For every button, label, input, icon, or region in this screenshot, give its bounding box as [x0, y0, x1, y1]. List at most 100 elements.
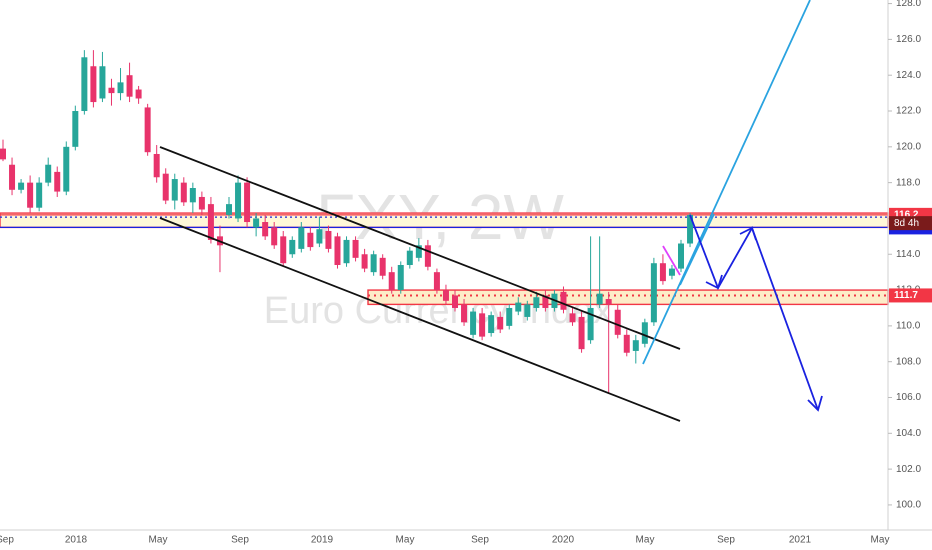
countdown-bg — [889, 216, 932, 231]
candles — [0, 50, 694, 394]
x-tick-label: Sep — [231, 535, 249, 546]
price-label: 111.7 — [894, 290, 918, 301]
candle-body — [461, 304, 468, 323]
candle-body — [614, 309, 621, 335]
candle-body — [262, 222, 269, 237]
candle-body — [379, 257, 386, 276]
x-tick-label: Sep — [471, 535, 489, 546]
candle-body — [189, 188, 196, 203]
x-tick-label: Sep — [717, 535, 735, 546]
candle-body — [316, 229, 323, 244]
trend-line — [679, 213, 715, 286]
x-tick-label: 2018 — [65, 535, 88, 546]
candle-body — [578, 316, 585, 350]
candle-body — [162, 173, 169, 201]
y-tick-label: 114.0 — [896, 249, 921, 260]
candle-body — [45, 164, 52, 183]
y-tick-label: 118.0 — [896, 177, 921, 188]
candle-body — [605, 299, 612, 305]
arrow-head — [739, 226, 757, 241]
candle-body — [361, 254, 368, 269]
candle-body — [36, 182, 43, 208]
candle-body — [479, 313, 486, 337]
candle-body — [678, 243, 684, 269]
candle-body — [171, 179, 178, 201]
candle-body — [488, 315, 495, 334]
candle-body — [18, 182, 25, 190]
x-tick-label: May — [636, 535, 655, 546]
candle-body — [659, 263, 666, 282]
candle-body — [442, 290, 449, 301]
candle-body — [135, 89, 142, 99]
candle-body — [515, 302, 522, 312]
y-tick-label: 100.0 — [896, 500, 921, 511]
candle-body — [144, 107, 151, 153]
candle-body — [253, 218, 260, 228]
candle-body — [180, 182, 187, 203]
pattern-line — [662, 245, 681, 276]
price-label-bg — [889, 288, 932, 303]
candle-body — [54, 171, 61, 192]
x-tick-label: May — [149, 535, 168, 546]
y-tick-label: 106.0 — [896, 392, 921, 403]
candle-body — [560, 291, 567, 310]
candle-body — [81, 57, 88, 112]
candle-body — [623, 334, 630, 353]
y-tick-label: 124.0 — [896, 70, 921, 81]
candle-body — [587, 307, 594, 341]
candle-body — [596, 293, 603, 305]
candle-body — [388, 272, 395, 291]
candle-body — [424, 245, 431, 267]
candle-body — [506, 307, 513, 326]
candle-body — [524, 304, 531, 317]
candle-body — [533, 297, 540, 308]
y-tick-label: 128.0 — [896, 0, 921, 9]
candle-body — [108, 87, 115, 94]
x-tick-label: Sep — [0, 535, 14, 546]
channel-line — [159, 146, 681, 350]
drawings — [159, 0, 823, 422]
candle-body — [352, 239, 359, 258]
candle-body — [569, 313, 576, 323]
candle-body — [99, 66, 106, 99]
countdown: 8d 4h — [894, 218, 919, 229]
candle-body — [226, 204, 232, 215]
channel-line — [159, 217, 681, 422]
candle-body — [641, 322, 648, 344]
y-tick-label: 108.0 — [896, 356, 921, 367]
candle-body — [235, 182, 242, 219]
y-tick-label: 104.0 — [896, 428, 921, 439]
arrow-head — [807, 395, 823, 412]
candle-body — [343, 239, 350, 264]
y-tick-label: 120.0 — [896, 141, 921, 152]
candle-body — [153, 153, 160, 178]
candle-body — [298, 227, 305, 249]
candle-body — [334, 236, 341, 265]
trend-line — [642, 0, 811, 365]
candle-body — [370, 254, 377, 273]
x-tick-label: May — [396, 535, 415, 546]
candle-body — [280, 236, 287, 264]
candle-body — [632, 340, 639, 351]
candle-body — [542, 295, 549, 308]
y-tick-label: 102.0 — [896, 464, 921, 475]
candle-body — [415, 245, 422, 258]
candle-body — [0, 148, 6, 160]
candle-body — [244, 182, 251, 223]
projection-path — [689, 214, 819, 411]
x-tick-label: 2020 — [552, 535, 575, 546]
candle-body — [687, 214, 694, 244]
candle-body — [397, 265, 404, 291]
candle-body — [452, 295, 458, 308]
candle-body — [307, 232, 314, 248]
candle-body — [650, 263, 657, 323]
x-tick-label: 2021 — [789, 535, 812, 546]
candle-body — [289, 239, 296, 255]
candle-body — [470, 311, 477, 335]
candle-body — [126, 75, 133, 97]
y-tick-label: 122.0 — [896, 106, 921, 117]
arrow-head — [705, 274, 723, 290]
